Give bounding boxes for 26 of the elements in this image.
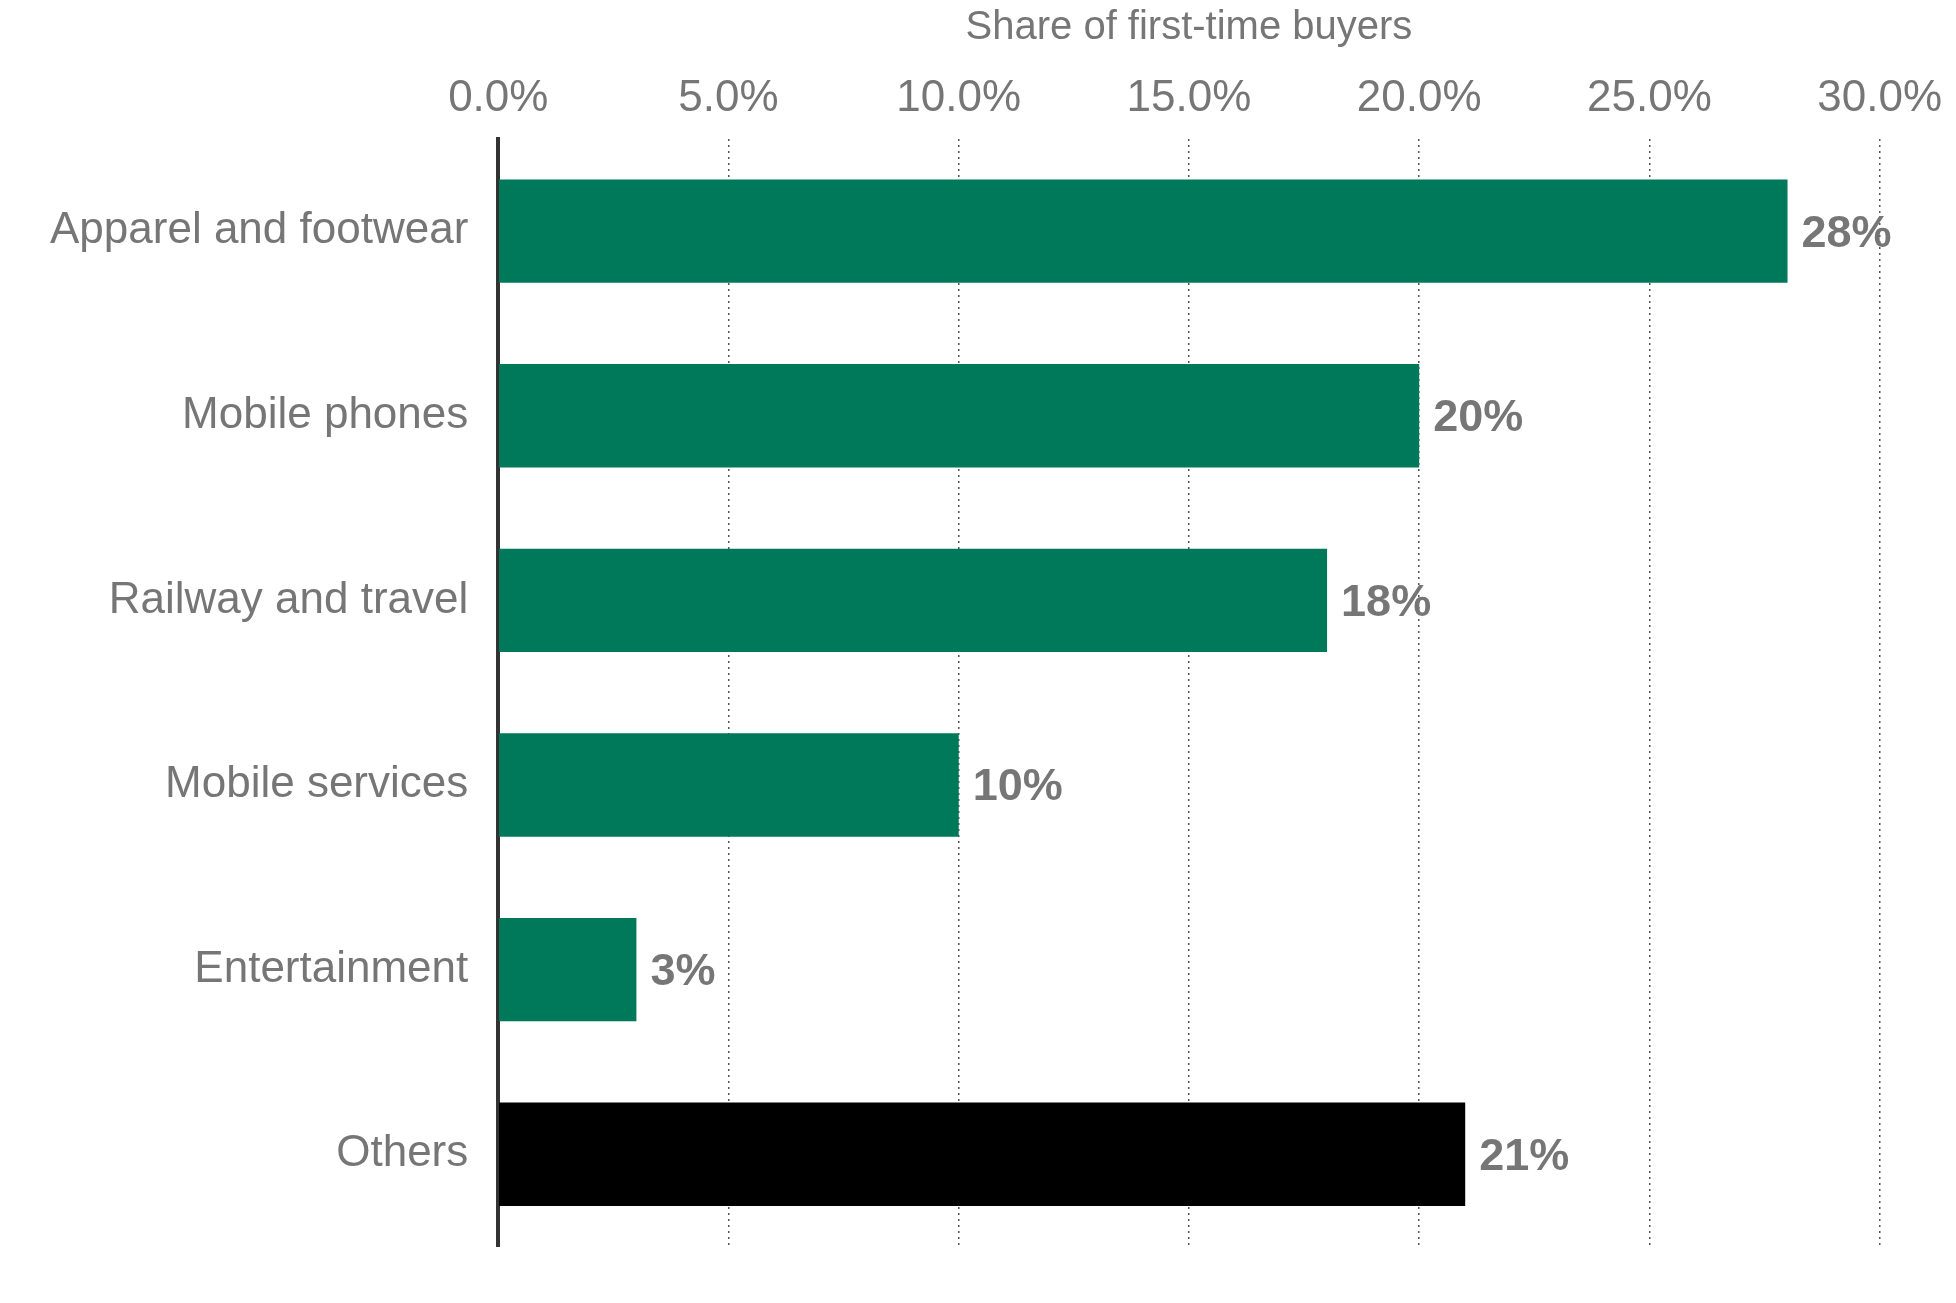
data-label: 18%: [1341, 574, 1432, 626]
y-tick-label: Railway and travel: [108, 572, 469, 622]
x-tick-label: 20.0%: [1356, 70, 1482, 120]
bar: [499, 364, 1420, 468]
y-tick-label: Entertainment: [194, 941, 469, 991]
x-tick-label: 5.0%: [678, 70, 779, 120]
x-axis-title: Share of first-time buyers: [965, 3, 1413, 48]
x-tick-label: 15.0%: [1126, 70, 1252, 120]
data-label: 20%: [1433, 390, 1524, 442]
bar: [499, 179, 1788, 283]
x-tick-label: 10.0%: [896, 70, 1022, 120]
x-tick-label: 25.0%: [1587, 70, 1712, 120]
x-tick-label: 30.0%: [1817, 70, 1942, 120]
y-tick-label: Apparel and footwear: [50, 203, 469, 253]
bar: [499, 548, 1328, 653]
y-tick-label: Others: [336, 1126, 469, 1176]
y-tick-label: Mobile services: [165, 757, 469, 807]
x-tick-label: 0.0%: [448, 70, 549, 120]
y-tick-label: Mobile phones: [182, 387, 469, 437]
data-label: 3%: [650, 944, 716, 996]
bar: [499, 1102, 1466, 1206]
bar: [499, 917, 637, 1022]
data-label: 10%: [972, 759, 1063, 811]
data-label: 28%: [1801, 205, 1892, 257]
bar: [499, 733, 959, 837]
data-label: 21%: [1479, 1128, 1570, 1180]
